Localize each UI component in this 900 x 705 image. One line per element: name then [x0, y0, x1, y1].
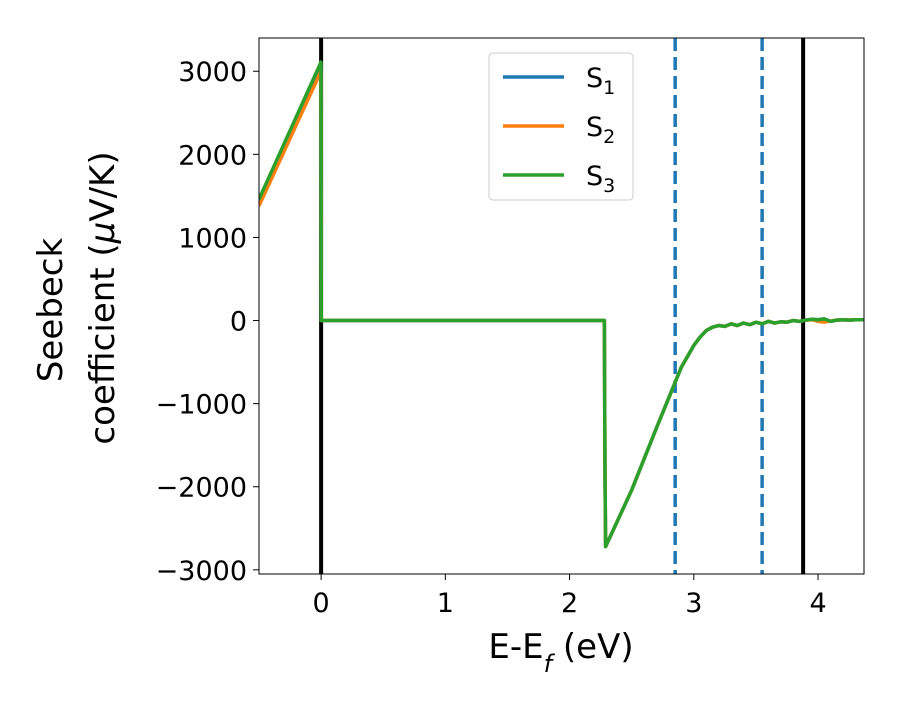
- x-tick-label: 0: [313, 588, 330, 619]
- x-tick-label: 1: [437, 588, 454, 619]
- legend-label-2: S2: [586, 112, 615, 148]
- plot-series: [259, 60, 864, 549]
- x-axis-ticks: 0 1 2 3 4: [313, 574, 827, 619]
- y-tick-label: 3000: [178, 57, 247, 88]
- y-tick-label: 1000: [178, 223, 247, 254]
- x-tick-label: 2: [561, 588, 578, 619]
- axes-box: [258, 37, 865, 575]
- series-line-3: [259, 60, 864, 549]
- y-tick-label: 0: [230, 307, 247, 338]
- y-tick-label: −2000: [156, 473, 247, 504]
- y-axis-title-line2: coefficient (μV/K): [83, 151, 123, 444]
- x-tick-label: 3: [685, 588, 702, 619]
- x-tick-label: 4: [809, 588, 826, 619]
- legend-label-3: S3: [586, 161, 615, 197]
- y-axis-title-line1: Seebeck: [31, 238, 71, 383]
- legend: S1 S2 S3: [488, 52, 634, 201]
- y-tick-label: 2000: [178, 140, 247, 171]
- y-axis-ticks: −3000 −2000 −1000 0 1000 2000 3000: [156, 57, 259, 587]
- plot-frame: [258, 37, 865, 575]
- x-axis-title: E-Ef (eV): [488, 627, 633, 678]
- legend-label-1: S1: [586, 63, 615, 99]
- y-tick-label: −1000: [156, 390, 247, 421]
- y-tick-label: −3000: [156, 556, 247, 587]
